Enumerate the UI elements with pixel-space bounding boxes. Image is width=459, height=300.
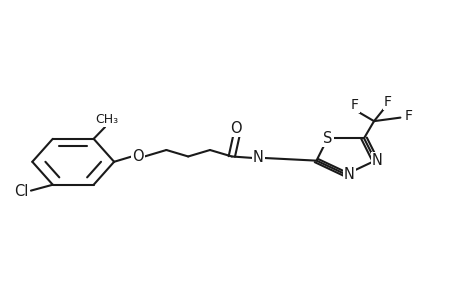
Text: O: O: [230, 121, 241, 136]
Text: F: F: [383, 95, 391, 109]
Text: F: F: [350, 98, 358, 112]
Text: N: N: [252, 150, 263, 165]
Text: O: O: [132, 149, 143, 164]
Text: F: F: [404, 109, 412, 123]
Text: S: S: [322, 131, 332, 146]
Text: CH₃: CH₃: [95, 113, 118, 126]
Text: N: N: [343, 167, 354, 182]
Text: N: N: [371, 153, 382, 168]
Text: Cl: Cl: [14, 184, 28, 199]
